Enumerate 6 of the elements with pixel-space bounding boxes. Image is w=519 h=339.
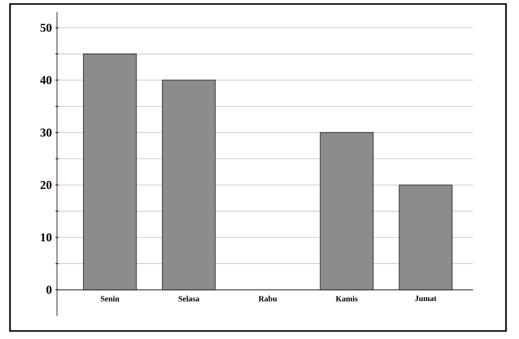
y-tick-label: 20 xyxy=(40,180,52,189)
y-tick-label: 10 xyxy=(40,233,52,242)
y-tick-label: 30 xyxy=(40,128,52,137)
y-tick-label: 50 xyxy=(40,24,52,32)
y-tick-label: 0 xyxy=(46,286,52,294)
y-tick-label: 40 xyxy=(40,76,52,84)
